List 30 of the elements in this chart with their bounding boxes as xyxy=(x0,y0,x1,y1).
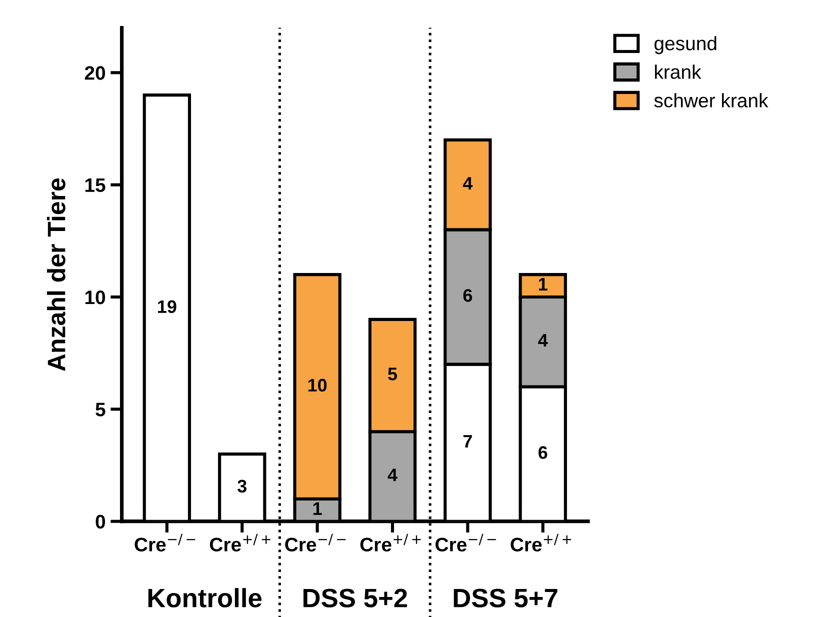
x-tick-label: Cre$^{−/−}$ xyxy=(285,534,346,552)
text: DSS 5+7 xyxy=(454,588,558,608)
legend-label: krank xyxy=(655,64,702,79)
y-axis-title: Anzahl der Tiere xyxy=(47,178,66,371)
x-tick-label: Cre$^{+/+}$ xyxy=(210,534,270,552)
data-label: 4 xyxy=(538,334,548,347)
data-label: 1 xyxy=(539,278,548,290)
x-tick-label: Cre$^{+/+}$ xyxy=(360,534,421,552)
data-label: 19 xyxy=(158,300,176,314)
y-tick-label: 10 xyxy=(85,290,106,304)
x-tick-label: Cre$^{+/+}$ xyxy=(510,534,572,552)
y-tick-label: 5 xyxy=(96,402,106,416)
data-label: 3 xyxy=(238,480,246,493)
data-label: 5 xyxy=(388,368,398,380)
y-tick-label: 15 xyxy=(85,178,106,192)
data-label: 4 xyxy=(388,468,398,482)
x-tick-label: Cre$^{−/−}$ xyxy=(134,534,196,552)
y-tick-label: 0 xyxy=(96,514,106,529)
legend-label: gesund xyxy=(654,36,716,54)
x-tick-label: Cre$^{−/−}$ xyxy=(436,534,496,552)
text: DSS 5+2 xyxy=(303,588,408,608)
y-tick-label: 20 xyxy=(84,66,106,80)
data-label: 6 xyxy=(463,289,472,302)
legend-label: schwer krank xyxy=(654,93,768,108)
text: Kontrolle xyxy=(148,588,262,608)
data-label: 1 xyxy=(313,502,322,515)
data-label: 7 xyxy=(463,435,472,448)
data-label: 10 xyxy=(308,378,327,392)
data-label: 6 xyxy=(538,446,548,459)
data-label: 4 xyxy=(462,177,473,190)
